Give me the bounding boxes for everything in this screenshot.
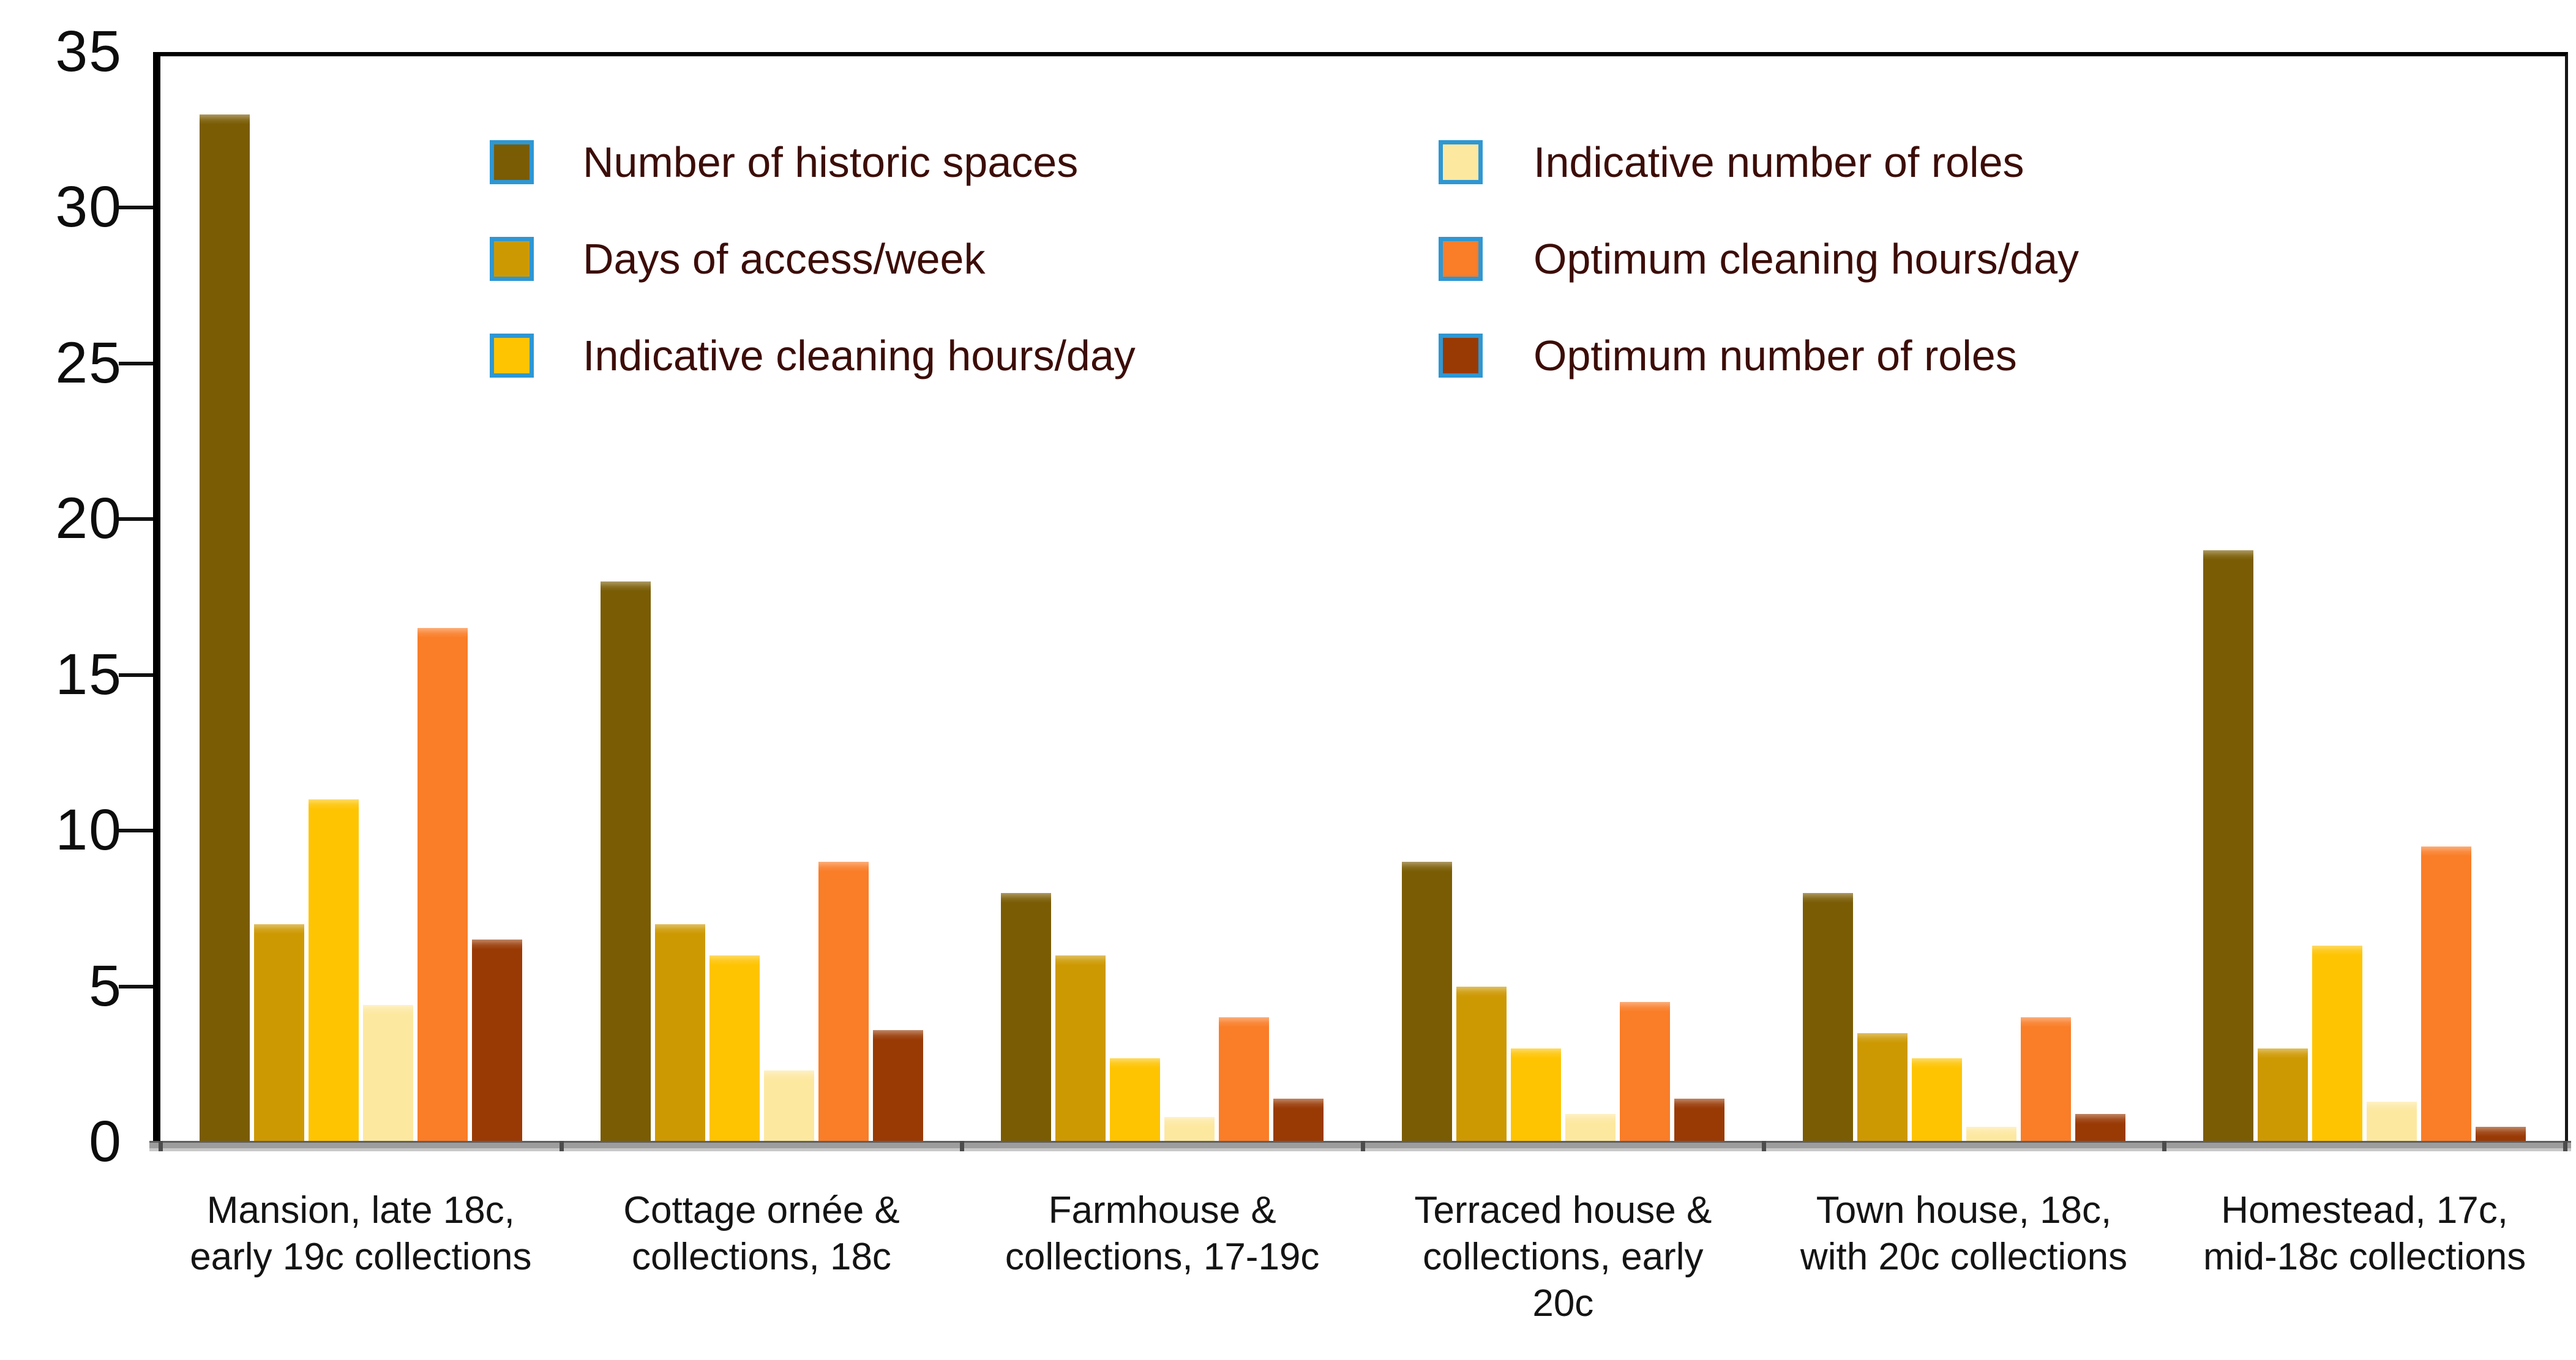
y-axis-tick [119, 673, 153, 677]
y-axis-tick-label: 35 [55, 19, 122, 84]
legend-label: Indicative cleaning hours/day [583, 332, 1136, 379]
x-axis-tick [960, 1141, 965, 1151]
x-axis-tick [159, 1141, 163, 1151]
bar [253, 924, 304, 1142]
bar [1110, 1058, 1161, 1142]
bar [1619, 1002, 1670, 1142]
legend-label: Days of access/week [583, 235, 986, 283]
legend-swatch-icon [490, 140, 534, 184]
category-label-line: 20c [1532, 1282, 1594, 1325]
bar [2367, 1101, 2417, 1142]
y-axis-tick-label: 20 [55, 486, 122, 551]
y-axis-tick [119, 517, 153, 521]
x-axis-tick [2162, 1141, 2167, 1151]
bar [1401, 862, 1452, 1142]
category-label: Terraced house & collections, early 20c [1361, 1187, 1765, 1327]
y-axis-tick [119, 984, 153, 988]
category-label: Mansion, late 18c, early 19c collections [159, 1187, 563, 1280]
bar [1911, 1058, 1962, 1142]
bar [2312, 946, 2363, 1142]
category-label-line: with 20c collections [1800, 1236, 2128, 1278]
bar [763, 1070, 814, 1142]
bar [308, 799, 359, 1142]
category-label-line: Mansion, late 18c, [206, 1189, 515, 1231]
legend-label: Number of historic spaces [583, 138, 1079, 186]
bar [1219, 1017, 1270, 1142]
legend-label: Indicative number of roles [1533, 138, 2024, 186]
legend-swatch-icon [1439, 237, 1483, 281]
category-label-line: early 19c collections [190, 1236, 532, 1278]
bar [1966, 1126, 2016, 1142]
bar [872, 1029, 923, 1142]
x-axis-tick [1361, 1141, 1365, 1151]
bar [2020, 1017, 2071, 1142]
bar [654, 924, 705, 1142]
bar [362, 1005, 413, 1142]
bar [2203, 550, 2254, 1142]
bar [471, 940, 522, 1142]
bar [2421, 846, 2472, 1142]
legend-swatch-icon [490, 237, 534, 281]
bar [1055, 955, 1106, 1142]
bar [1273, 1098, 1324, 1142]
legend-label: Optimum cleaning hours/day [1533, 235, 2079, 283]
y-axis-tick-label: 0 [89, 1109, 122, 1174]
bar [818, 862, 869, 1142]
bar [1456, 986, 1507, 1142]
category-label: Cottage ornée & collections, 18c [560, 1187, 964, 1280]
x-axis-tick [1761, 1141, 1766, 1151]
y-axis-tick [119, 361, 153, 365]
category-label-line: Town house, 18c, [1816, 1189, 2112, 1231]
bar [600, 581, 651, 1142]
bar [1565, 1114, 1616, 1142]
legend-swatch-icon [1439, 140, 1483, 184]
bar [1164, 1117, 1215, 1142]
bar [2476, 1126, 2526, 1142]
bar [1510, 1048, 1561, 1142]
y-axis-tick-label: 25 [55, 330, 122, 395]
category-label-line: collections, 18c [632, 1236, 891, 1278]
bar [1001, 892, 1052, 1142]
y-axis-tick-label: 5 [89, 953, 122, 1018]
category-label-line: Terraced house & [1414, 1189, 1712, 1231]
y-axis-tick [119, 829, 153, 833]
bar [2075, 1114, 2125, 1142]
category-label-line: collections, early [1423, 1236, 1704, 1278]
bar [1674, 1098, 1724, 1142]
category-label: Farmhouse & collections, 17-19c [960, 1187, 1365, 1280]
category-label-line: Farmhouse & [1048, 1189, 1276, 1231]
x-axis-tick [559, 1141, 564, 1151]
legend-label: Optimum number of roles [1533, 332, 2017, 379]
y-axis-tick [119, 206, 153, 210]
y-axis-tick-label: 10 [55, 798, 122, 863]
category-label-line: mid-18c collections [2203, 1236, 2526, 1278]
plot-area [153, 52, 2568, 1141]
category-label-line: Cottage ornée & [623, 1189, 900, 1231]
legend-swatch-icon [490, 334, 534, 378]
bar [199, 114, 250, 1142]
bar [417, 628, 468, 1142]
category-label: Homestead, 17c, mid-18c collections [2163, 1187, 2567, 1280]
bar [1802, 892, 1853, 1142]
x-axis-line [149, 1141, 2571, 1151]
y-axis-tick-label: 30 [55, 174, 122, 240]
category-label: Town house, 18c, with 20c collections [1762, 1187, 2166, 1280]
category-label-line: Homestead, 17c, [2221, 1189, 2508, 1231]
y-axis-tick-label: 15 [55, 641, 122, 707]
legend-swatch-icon [1439, 334, 1483, 378]
bar [2258, 1048, 2308, 1142]
bar [1857, 1033, 1908, 1142]
x-axis-tick [2563, 1141, 2567, 1151]
category-label-line: collections, 17-19c [1005, 1236, 1320, 1278]
bar [709, 955, 760, 1142]
